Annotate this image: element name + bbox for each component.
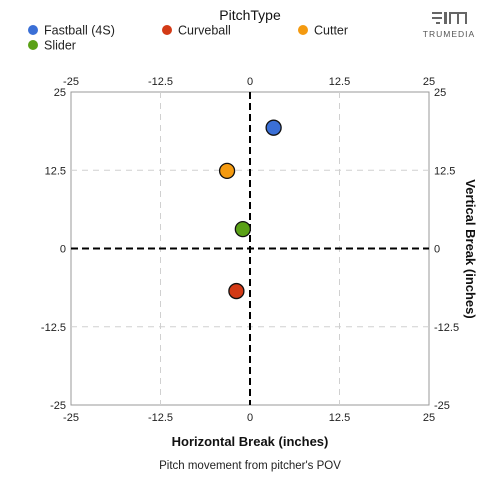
y-tick-label-left: 25 xyxy=(54,87,66,99)
y-tick-label-left: 0 xyxy=(60,244,66,256)
zero-lines xyxy=(71,92,429,405)
data-point-fastball-4s xyxy=(265,119,282,136)
x-tick-label-top: 0 xyxy=(247,76,253,88)
x-tick-label-top: -25 xyxy=(63,76,79,88)
y-tick-label-right: -25 xyxy=(434,400,450,412)
legend-title: PitchType xyxy=(219,7,281,23)
legend-marker-icon xyxy=(162,25,172,35)
legend-label: Cutter xyxy=(314,24,348,38)
legend: Fastball (4S) Curveball Cutter Slider xyxy=(28,24,348,53)
y-axis-title: Vertical Break (inches) xyxy=(463,179,478,318)
x-tick-label-top: 25 xyxy=(423,76,435,88)
x-tick-label-bottom: -12.5 xyxy=(148,412,173,424)
x-tick-label-bottom: 0 xyxy=(247,412,253,424)
legend-marker-icon xyxy=(298,25,308,35)
x-tick-label-bottom: 12.5 xyxy=(329,412,350,424)
legend-label: Curveball xyxy=(178,24,231,38)
brand-name: TRUMEDIA xyxy=(423,29,475,39)
y-tick-label-right: 0 xyxy=(434,244,440,256)
legend-marker-icon xyxy=(28,25,38,35)
legend-marker-icon xyxy=(28,40,38,50)
y-tick-label-left: 12.5 xyxy=(45,165,66,177)
legend-label: Fastball (4S) xyxy=(44,24,115,38)
data-point-curveball xyxy=(228,282,245,300)
trumedia-logo-icon xyxy=(432,12,467,24)
y-tick-label-right: -12.5 xyxy=(434,322,459,334)
chart-caption: Pitch movement from pitcher's POV xyxy=(159,460,341,472)
x-tick-label-bottom: 25 xyxy=(423,412,435,424)
x-tick-label-top: 12.5 xyxy=(329,76,350,88)
data-points xyxy=(218,119,282,300)
y-tick-label-left: -25 xyxy=(50,400,66,412)
y-tick-label-left: -12.5 xyxy=(41,322,66,334)
data-point-slider xyxy=(234,220,251,238)
x-tick-label-top: -12.5 xyxy=(148,76,173,88)
x-axis-title: Horizontal Break (inches) xyxy=(172,434,329,449)
legend-label: Slider xyxy=(44,39,76,53)
data-point-cutter xyxy=(218,162,236,180)
y-tick-label-right: 12.5 xyxy=(434,165,455,177)
x-tick-label-bottom: -25 xyxy=(63,412,79,424)
y-tick-label-right: 25 xyxy=(434,87,446,99)
